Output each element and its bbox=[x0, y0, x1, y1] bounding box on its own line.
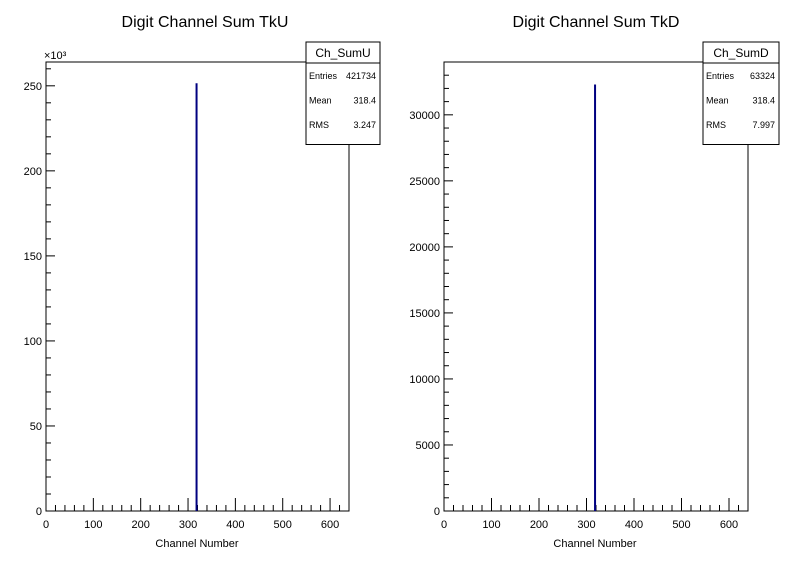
stats-value: 421734 bbox=[346, 71, 376, 81]
stats-value: 318.4 bbox=[752, 96, 775, 106]
y-tick-label: 100 bbox=[24, 336, 42, 348]
chart-title: Digit Channel Sum TkU bbox=[122, 14, 289, 31]
x-axis-title: Channel Number bbox=[553, 538, 636, 550]
stats-label: Entries bbox=[706, 71, 735, 81]
x-tick-label: 100 bbox=[482, 519, 500, 531]
stats-value: 7.997 bbox=[752, 120, 775, 130]
x-tick-label: 0 bbox=[43, 519, 49, 531]
y-tick-label: 30000 bbox=[409, 110, 440, 122]
y-tick-label: 200 bbox=[24, 166, 42, 178]
y-tick-label: 150 bbox=[24, 251, 42, 263]
stats-label: RMS bbox=[309, 120, 329, 130]
chart-title: Digit Channel Sum TkD bbox=[513, 14, 680, 31]
stats-label: Mean bbox=[706, 96, 729, 106]
y-tick-label: 15000 bbox=[409, 308, 440, 320]
y-tick-label: 20000 bbox=[409, 242, 440, 254]
histogram-panel-tkd: Digit Channel Sum TkD Channel Number 0 10… bbox=[409, 14, 780, 550]
x-tick-label: 400 bbox=[226, 519, 244, 531]
x-tick-label: 200 bbox=[530, 519, 548, 531]
x-tick-label: 300 bbox=[179, 519, 197, 531]
stats-value: 3.247 bbox=[353, 120, 376, 130]
stats-box: Ch_SumU Entries 421734 Mean 318.4 RMS 3.247 bbox=[305, 41, 381, 145]
stats-value: 63324 bbox=[750, 71, 775, 81]
stats-value: 318.4 bbox=[353, 96, 376, 106]
stats-label: Entries bbox=[309, 71, 338, 81]
histogram-panel-tku: Digit Channel Sum TkU ×10³ Channel Numbe… bbox=[24, 14, 381, 550]
x-tick-label: 200 bbox=[132, 519, 150, 531]
stats-label: RMS bbox=[706, 120, 726, 130]
stats-box: Ch_SumD Entries 63324 Mean 318.4 RMS 7.997 bbox=[702, 41, 780, 145]
x-tick-label: 500 bbox=[274, 519, 292, 531]
y-tick-label: 10000 bbox=[409, 374, 440, 386]
x-tick-label: 600 bbox=[720, 519, 738, 531]
y-tick-label: 0 bbox=[36, 506, 42, 518]
x-axis-title: Channel Number bbox=[155, 538, 238, 550]
stats-box-title: Ch_SumD bbox=[713, 46, 769, 60]
x-tick-label: 600 bbox=[321, 519, 339, 531]
x-tick-label: 100 bbox=[84, 519, 102, 531]
y-axis-exponent: ×10³ bbox=[44, 50, 67, 62]
y-tick-label: 0 bbox=[434, 506, 440, 518]
y-tick-label: 25000 bbox=[409, 176, 440, 188]
stats-box-frame bbox=[305, 41, 381, 145]
y-tick-label: 250 bbox=[24, 81, 42, 93]
stats-box-frame bbox=[702, 41, 780, 145]
x-tick-label: 400 bbox=[625, 519, 643, 531]
stats-label: Mean bbox=[309, 96, 332, 106]
y-tick-label: 50 bbox=[30, 421, 42, 433]
y-tick-label: 5000 bbox=[416, 440, 440, 452]
x-tick-label: 500 bbox=[672, 519, 690, 531]
x-tick-label: 0 bbox=[441, 519, 447, 531]
stats-box-title: Ch_SumU bbox=[315, 46, 370, 60]
x-tick-label: 300 bbox=[577, 519, 595, 531]
